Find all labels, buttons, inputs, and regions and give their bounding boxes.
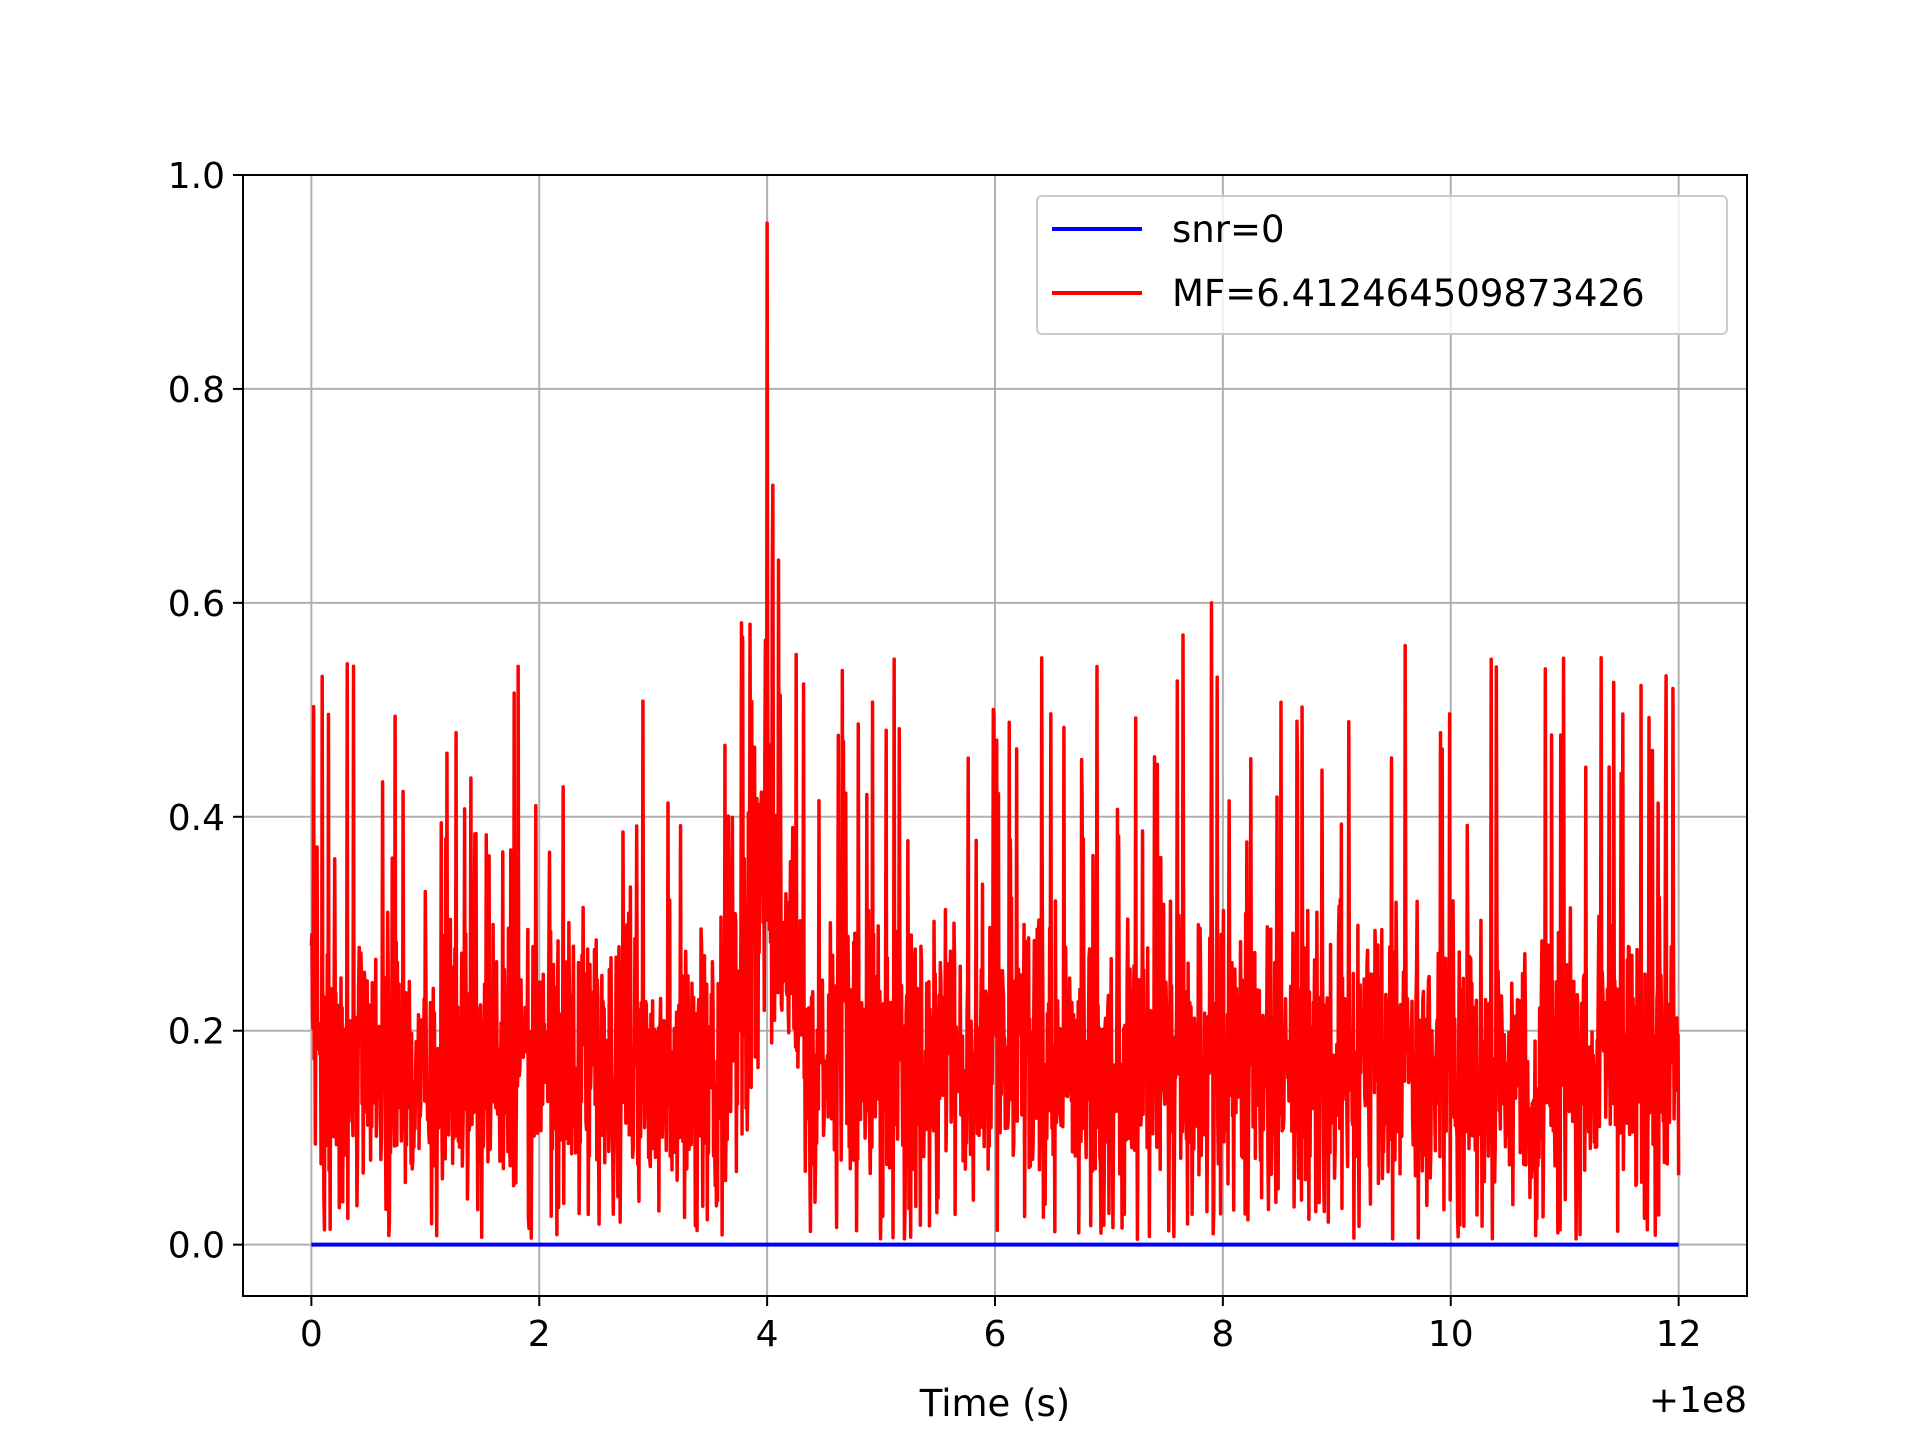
legend: snr=0 MF=6.412464509873426	[1036, 195, 1728, 335]
y-tick-label: 0.4	[168, 798, 225, 839]
x-offset-label: +1e8	[1649, 1380, 1747, 1421]
y-tick-label: 0.8	[168, 370, 225, 411]
y-tick-label: 0.0	[168, 1226, 225, 1267]
x-tick-label: 8	[1211, 1314, 1234, 1355]
series-layer	[309, 221, 1681, 1247]
y-tick-label: 1.0	[168, 156, 225, 197]
x-tick-label: 2	[528, 1314, 551, 1355]
legend-box	[1036, 195, 1728, 335]
legend-label-mf: MF=6.412464509873426	[1172, 272, 1645, 315]
x-tick-label: 12	[1656, 1314, 1702, 1355]
y-tick-label: 0.2	[168, 1012, 225, 1053]
series-line-mf	[309, 221, 1681, 1242]
y-tick-label: 0.6	[168, 584, 225, 625]
x-tick-label: 6	[984, 1314, 1007, 1355]
axis-ticks: 0 2 4 6 8 10 12 0.0 0.2 0.4 0.6 0.8 1.0	[168, 156, 1702, 1355]
x-tick-label: 0	[300, 1314, 323, 1355]
legend-label-snr: snr=0	[1172, 208, 1284, 251]
x-tick-label: 4	[756, 1314, 779, 1355]
x-axis-label: Time (s)	[919, 1382, 1070, 1425]
x-tick-label: 10	[1428, 1314, 1474, 1355]
